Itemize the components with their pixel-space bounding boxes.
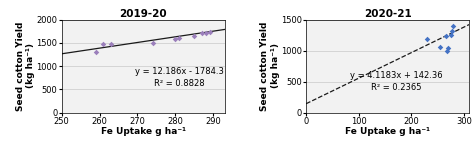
- Title: 2020-21: 2020-21: [364, 9, 411, 19]
- Point: [191, 35, 198, 38]
- Text: y = 4.1183x + 142.36
R² = 0.2365: y = 4.1183x + 142.36 R² = 0.2365: [349, 71, 442, 92]
- Text: y = 12.186x - 1784.3
R² = 0.8828: y = 12.186x - 1784.3 R² = 0.8828: [135, 67, 223, 88]
- Point: [172, 37, 179, 40]
- Point: [92, 51, 100, 53]
- Point: [447, 34, 455, 36]
- Point: [206, 31, 213, 33]
- Point: [202, 31, 210, 34]
- Point: [448, 30, 456, 33]
- Point: [107, 43, 115, 45]
- X-axis label: Fe Uptake g ha⁻¹: Fe Uptake g ha⁻¹: [100, 127, 186, 136]
- Y-axis label: Seed cotton Yield
(kg ha⁻¹): Seed cotton Yield (kg ha⁻¹): [16, 21, 35, 111]
- Point: [175, 36, 183, 39]
- X-axis label: Fe Uptake g ha⁻¹: Fe Uptake g ha⁻¹: [345, 127, 430, 136]
- Title: 2019-20: 2019-20: [119, 9, 167, 19]
- Point: [100, 42, 107, 45]
- Point: [442, 35, 449, 38]
- Point: [437, 46, 444, 49]
- Point: [149, 42, 156, 44]
- Point: [423, 38, 431, 40]
- Point: [450, 25, 457, 27]
- Point: [445, 47, 452, 49]
- Point: [198, 32, 206, 34]
- Point: [443, 50, 451, 52]
- Y-axis label: Seed cotton Yield
(kg ha⁻¹): Seed cotton Yield (kg ha⁻¹): [260, 21, 280, 111]
